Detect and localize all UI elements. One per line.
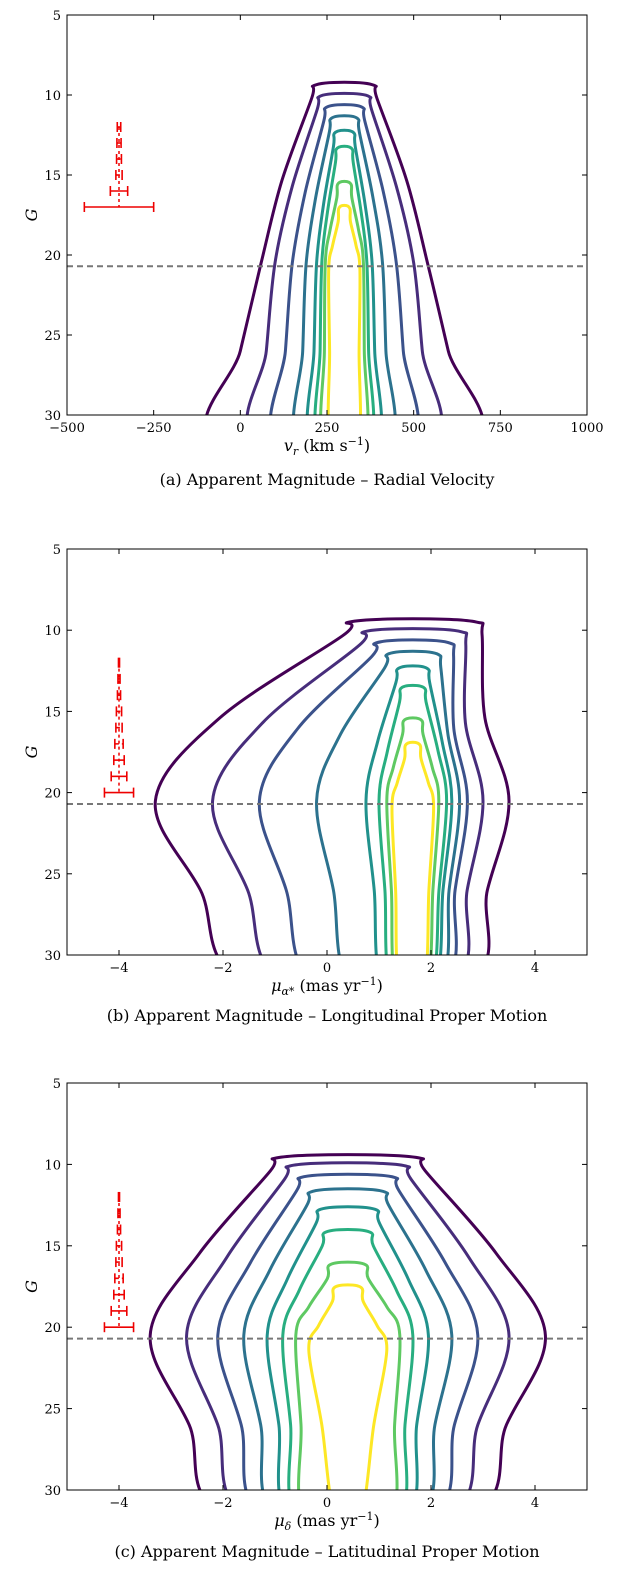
panel-caption: (b) Apparent Magnitude – Longitudinal Pr…	[107, 1006, 548, 1025]
x-axis-label: vr (km s−1)	[284, 435, 370, 458]
contour-level-2	[185, 1161, 511, 1490]
contour-level-4	[315, 649, 462, 955]
contour-level-2	[245, 91, 443, 415]
y-tick-label: 30	[44, 1484, 61, 1499]
x-tick-label: 0	[323, 1496, 331, 1511]
x-axis-label: μα* (mas yr−1)	[271, 975, 383, 998]
x-tick-label: 4	[531, 961, 539, 976]
x-tick-label: −4	[109, 1496, 128, 1511]
plot-area	[67, 1153, 587, 1490]
y-tick-label: 25	[44, 1403, 61, 1418]
contour-level-3	[269, 103, 420, 415]
contour-level-8	[307, 1283, 389, 1490]
panel-1: −500 −250 0 250 500 750 1000 5 10 15 20 25 30 Gvr (km…	[22, 9, 604, 489]
error-bar	[110, 1305, 128, 1316]
error-bar	[117, 1208, 121, 1219]
y-tick-label: 15	[44, 169, 61, 184]
error-bar	[109, 186, 129, 196]
error-bar	[103, 787, 135, 798]
contour-level-4	[242, 1187, 454, 1490]
contour-level-4	[292, 114, 397, 415]
y-tick-label: 15	[44, 705, 61, 720]
contour-level-1	[205, 80, 484, 415]
x-tick-label: 0	[323, 961, 331, 976]
x-tick-label: 0	[236, 421, 244, 436]
contour-level-6	[377, 683, 449, 955]
contour-level-5	[364, 664, 454, 955]
x-tick-label: −500	[49, 421, 85, 436]
error-bar	[115, 1257, 123, 1268]
plot-area	[67, 617, 587, 955]
contour-level-7	[319, 179, 370, 415]
y-tick-label: 25	[44, 868, 61, 883]
y-tick-label: 10	[44, 89, 61, 104]
x-tick-label: 2	[427, 1496, 435, 1511]
x-tick-label: −4	[109, 961, 128, 976]
panel-2: −4 −2 0 2 4 5 10 15 20 25 30 Gμα* (mas yr−1) (b) App…	[22, 543, 588, 1025]
x-tick-label: 500	[401, 421, 426, 436]
x-tick-label: 4	[531, 1496, 539, 1511]
error-bar	[110, 771, 128, 782]
error-bar	[103, 1322, 135, 1333]
plot-area	[67, 80, 587, 415]
y-tick-label: 15	[44, 1240, 61, 1255]
error-bar	[114, 1273, 124, 1284]
y-tick-label: 25	[44, 329, 61, 344]
contour-level-1	[148, 1153, 547, 1490]
contour-level-8	[326, 203, 363, 415]
contour-level-3	[257, 638, 469, 955]
error-bar	[114, 738, 124, 749]
y-tick-label: 20	[44, 249, 61, 264]
y-tick-label: 30	[44, 409, 61, 424]
y-axis-label: G	[22, 745, 41, 758]
y-tick-label: 5	[53, 1077, 61, 1092]
y-axis-label: G	[22, 1280, 41, 1293]
x-tick-label: 750	[488, 421, 513, 436]
y-tick-label: 30	[44, 949, 61, 964]
x-tick-label: 2	[427, 961, 435, 976]
contour-level-1	[153, 617, 511, 955]
plot-frame	[66, 1082, 588, 1491]
x-tick-label: 250	[315, 421, 340, 436]
contour-level-8	[390, 740, 436, 955]
contour-level-3	[216, 1172, 480, 1490]
y-tick-label: 10	[44, 1158, 61, 1173]
panel-caption: (c) Apparent Magnitude – Latitudinal Pro…	[114, 1542, 539, 1561]
y-axis-label: G	[22, 208, 41, 221]
plot-frame	[66, 548, 588, 956]
panel-caption: (a) Apparent Magnitude – Radial Velocity	[160, 470, 495, 489]
contour-level-7	[385, 716, 441, 955]
x-tick-label: −2	[213, 961, 232, 976]
y-tick-label: 5	[53, 543, 61, 558]
y-tick-label: 20	[44, 1321, 61, 1336]
contour-level-5	[265, 1205, 431, 1490]
error-bar	[117, 673, 121, 684]
x-tick-label: 1000	[570, 421, 603, 436]
error-bar	[115, 722, 123, 733]
x-tick-label: −250	[136, 421, 172, 436]
contour-level-2	[211, 627, 485, 955]
y-tick-label: 20	[44, 787, 61, 802]
y-tick-label: 10	[44, 624, 61, 639]
x-tick-label: −2	[213, 1496, 232, 1511]
contour-level-5	[305, 128, 383, 415]
panel-3: −4 −2 0 2 4 5 10 15 20 25 30 Gμδ (mas yr−1) (c) Appa…	[22, 1077, 588, 1561]
x-axis-label: μδ (mas yr−1)	[274, 1510, 380, 1533]
error-bar	[116, 138, 122, 148]
contour-level-7	[294, 1260, 402, 1490]
contour-level-6	[313, 144, 376, 415]
contour-level-6	[281, 1227, 415, 1490]
y-tick-label: 5	[53, 9, 61, 24]
